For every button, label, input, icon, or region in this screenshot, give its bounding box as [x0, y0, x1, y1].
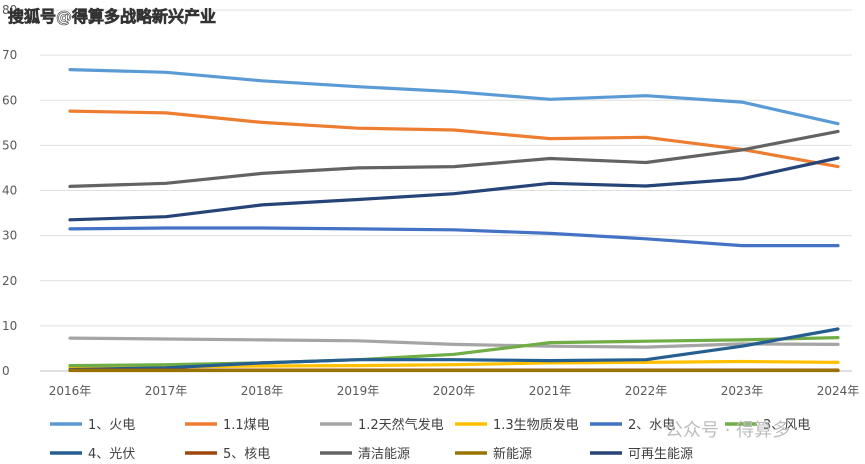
series-line — [68, 226, 840, 248]
y-tick-label: 30 — [2, 229, 17, 243]
x-tick-label: 2017年 — [145, 384, 188, 398]
x-tick-label: 2016年 — [49, 384, 92, 398]
gridlines — [40, 9, 852, 372]
series-line — [68, 109, 840, 169]
legend-label: 1、火电 — [88, 418, 135, 433]
legend-label: 3、风电 — [763, 418, 810, 433]
legend-label: 4、光伏 — [88, 447, 135, 462]
y-tick-label: 70 — [2, 48, 17, 62]
x-tick-label: 2023年 — [721, 384, 764, 398]
y-tick-label: 60 — [2, 93, 17, 107]
x-tick-label: 2024年 — [817, 384, 860, 398]
x-tick-label: 2018年 — [241, 384, 284, 398]
x-tick-label: 2019年 — [337, 384, 380, 398]
series-line — [68, 156, 840, 222]
watermark-top: 搜狐号@得算多战略新兴产业 — [8, 7, 216, 26]
legend-label: 1.2天然气发电 — [358, 417, 444, 433]
watermark-bottom: 公众号 · 得算多 — [665, 420, 790, 441]
series-line — [68, 129, 840, 188]
legend-label: 5、核电 — [223, 447, 270, 462]
y-tick-label: 0 — [2, 364, 10, 378]
series-line — [68, 336, 840, 368]
legend-label: 1.3生物质发电 — [493, 417, 579, 433]
legend-label: 可再生能源 — [628, 447, 693, 462]
x-tick-label: 2021年 — [529, 384, 572, 398]
y-tick-label: 40 — [2, 184, 17, 198]
y-axis-tick-labels: 0 10 20 30 40 50 60 70 80 — [2, 3, 17, 378]
y-tick-label: 50 — [2, 138, 17, 152]
legend-label: 清洁能源 — [358, 447, 410, 462]
legend-label: 1.1煤电 — [223, 418, 270, 433]
series-line — [68, 67, 840, 126]
x-axis-tick-labels: 2016年 2017年 2018年 2019年 2020年 2021年 2022年 2023年… — [49, 384, 860, 398]
series-line — [68, 336, 840, 349]
legend-label: 2、水电 — [628, 418, 675, 433]
series-lines — [68, 67, 840, 373]
x-tick-label: 2022年 — [625, 384, 668, 398]
y-tick-label: 10 — [2, 319, 17, 333]
legend-label: 新能源 — [493, 446, 532, 462]
x-tick-label: 2020年 — [433, 384, 476, 398]
y-tick-label: 80 — [2, 3, 17, 17]
series-line — [68, 327, 840, 372]
legend: 1、火电 1.1煤电 1.2天然气发电 1.3生物质发电 2、水电 3、风电 4、光伏 5、核… — [50, 417, 810, 462]
y-tick-label: 20 — [2, 274, 17, 288]
